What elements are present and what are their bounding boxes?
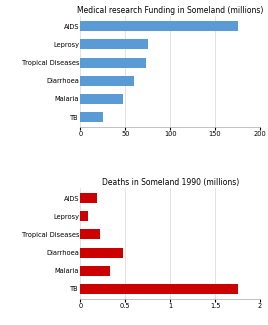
Bar bbox=[80, 112, 103, 122]
Bar bbox=[80, 284, 237, 294]
Bar bbox=[80, 58, 146, 68]
Bar bbox=[80, 76, 134, 86]
Bar bbox=[80, 94, 124, 104]
Title: Medical research Funding in Someland (millions): Medical research Funding in Someland (mi… bbox=[77, 6, 263, 16]
Title: Deaths in Someland 1990 (millions): Deaths in Someland 1990 (millions) bbox=[102, 178, 239, 187]
Bar bbox=[80, 211, 88, 221]
Bar bbox=[80, 266, 110, 276]
Bar bbox=[80, 248, 124, 258]
Bar bbox=[80, 21, 237, 31]
Bar bbox=[80, 39, 148, 49]
Bar bbox=[80, 193, 96, 203]
Bar bbox=[80, 229, 100, 240]
